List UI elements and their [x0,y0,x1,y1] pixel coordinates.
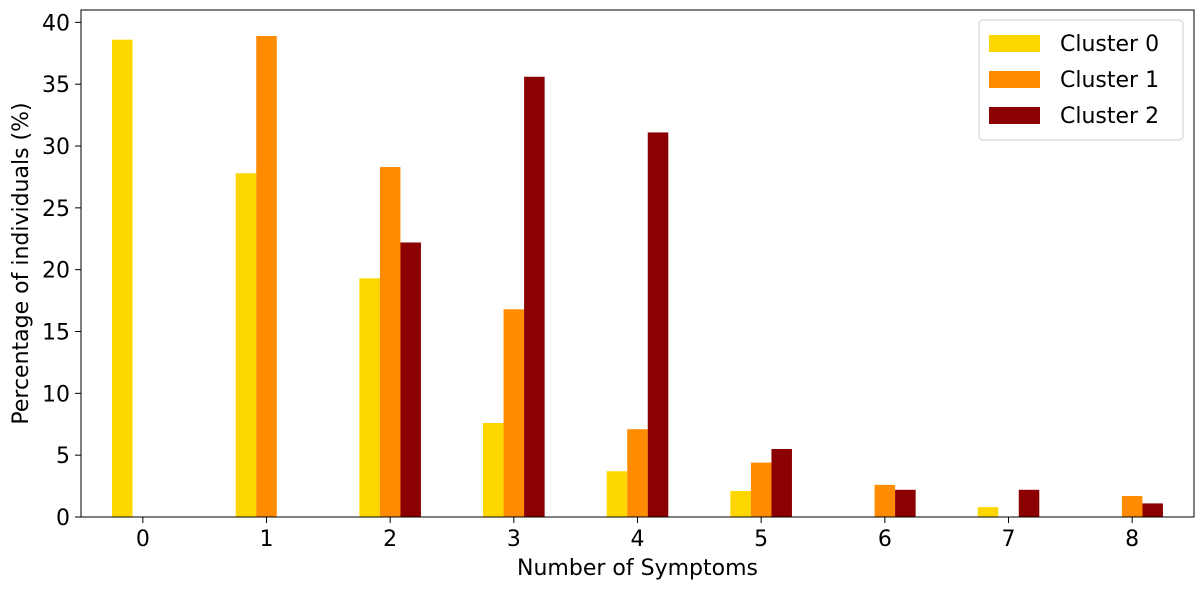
y-axis: 0 5 10 15 20 25 30 35 40 [42,11,81,531]
bar-cluster-2-3 [524,76,545,518]
bars-layer [112,35,1163,518]
y-tick-label: 20 [42,259,70,284]
y-tick-label: 25 [42,197,70,222]
legend-swatch [989,35,1040,52]
bar-cluster-1-5 [750,462,772,517]
bar-cluster-0-0 [112,39,133,518]
bar-cluster-2-6 [895,489,916,517]
legend-swatch [989,71,1040,88]
y-tick-label: 10 [42,382,70,407]
x-axis-label: Number of Symptoms [517,556,758,581]
x-tick-label: 6 [878,527,892,552]
bar-cluster-2-4 [647,132,669,518]
x-tick-label: 0 [136,527,150,552]
legend-label: Cluster 2 [1060,104,1159,129]
bar-cluster-1-4 [627,429,648,517]
x-tick-label: 4 [631,527,645,552]
x-tick-label: 2 [383,527,397,552]
bar-cluster-1-3 [503,309,525,517]
y-tick-label: 40 [42,11,70,36]
y-tick-label: 5 [56,444,70,469]
x-tick-label: 8 [1125,527,1139,552]
legend: Cluster 0 Cluster 1 Cluster 2 [978,19,1184,141]
bar-cluster-0-7 [977,507,999,517]
legend-label: Cluster 1 [1060,68,1159,93]
y-axis-label: Percentage of individuals (%) [9,102,34,424]
x-tick-label: 1 [260,527,274,552]
bar-cluster-2-8 [1142,503,1163,517]
y-tick-label: 30 [42,135,70,160]
x-tick-label: 3 [507,527,521,552]
y-tick-label: 35 [42,73,70,98]
bar-cluster-2-7 [1018,489,1040,517]
bar-cluster-1-2 [379,167,401,518]
bar-cluster-0-4 [606,471,628,517]
bar-cluster-0-5 [730,491,751,517]
bar-cluster-1-6 [874,484,896,517]
bar-cluster-1-1 [256,35,277,517]
y-tick-label: 0 [56,506,70,531]
legend-label: Cluster 0 [1060,32,1159,57]
y-tick-label: 15 [42,321,70,346]
bar-cluster-2-2 [400,242,421,518]
x-axis: 0 1 2 3 4 5 6 7 8 [136,517,1139,552]
legend-swatch [989,107,1040,124]
x-tick-label: 7 [1002,527,1016,552]
x-tick-label: 5 [754,527,768,552]
bar-cluster-2-5 [771,448,792,517]
bar-cluster-0-3 [483,423,504,517]
bar-cluster-0-1 [235,173,257,518]
bar-cluster-0-2 [359,278,380,517]
bar-cluster-1-8 [1121,495,1143,517]
